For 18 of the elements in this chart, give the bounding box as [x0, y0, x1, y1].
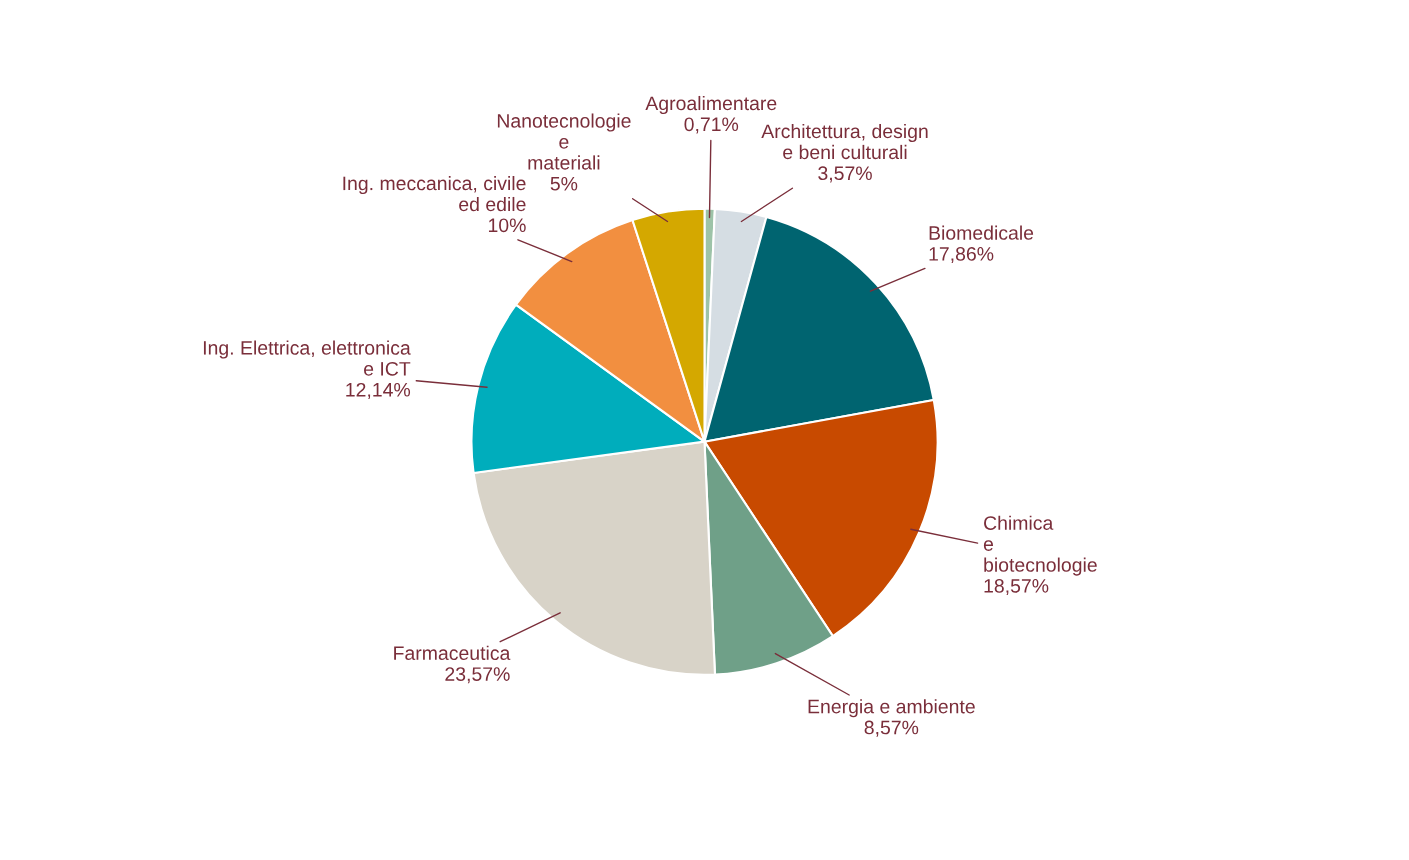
- slice-label: Agroalimentare: [645, 95, 777, 115]
- slice-label: Nanotecnologie e materiali: [497, 113, 631, 170]
- data-label: 12,14%: [346, 382, 411, 399]
- data-label: 5%: [550, 176, 578, 191]
- data-label: 10%: [488, 218, 526, 233]
- slice-label: Biomedicale: [929, 225, 1034, 240]
- data-label: 0,71%: [684, 117, 739, 134]
- slice-label: Architettura, design e beni culturali: [761, 123, 928, 160]
- data-label: 23,57%: [445, 667, 510, 684]
- slice-label: Energia e ambiente: [808, 699, 975, 718]
- slice-label: Ing. Elettrica, elettronica e ICT: [203, 340, 411, 376]
- data-label: 18,57%: [984, 579, 1049, 596]
- data-label: 8,57%: [864, 720, 919, 737]
- slice-label: Farmaceutica: [394, 645, 511, 661]
- data-label: 3,57%: [818, 166, 872, 183]
- data-label: 17,86%: [929, 247, 994, 264]
- slice-label: Ing. meccanica, civile ed edile: [343, 176, 526, 212]
- slice-label: Chimica e biotecnologie: [983, 515, 1097, 576]
